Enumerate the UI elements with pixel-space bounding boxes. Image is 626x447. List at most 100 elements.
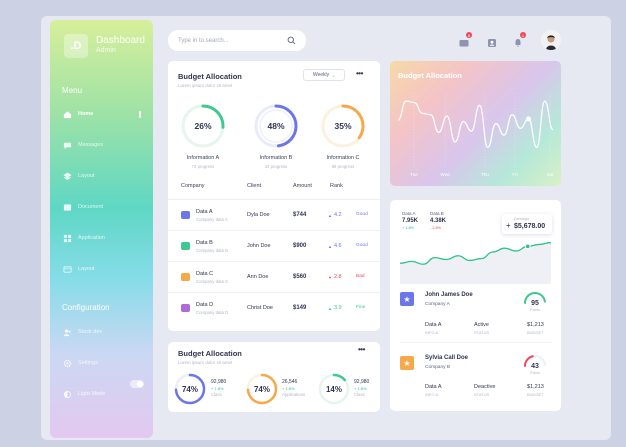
- user-card-icon[interactable]: [487, 35, 497, 47]
- mini-donut-chart: [174, 373, 206, 405]
- card-subtitle: Lorem ipsum dolor sit amet: [178, 83, 233, 88]
- sidebar-item-label: Application: [78, 235, 105, 241]
- person-amount: $1,213: [527, 384, 544, 390]
- plus-icon: +: [506, 221, 511, 230]
- chart-line: [397, 100, 554, 149]
- rank-value: 4.2: [333, 212, 342, 218]
- mini-donut-chart: [246, 373, 278, 405]
- sidebar-item-settings[interactable]: Settings: [50, 355, 153, 371]
- person-status-caption: STATUS: [474, 392, 490, 397]
- search-icon[interactable]: [287, 32, 296, 50]
- search-bar[interactable]: Type in to search...: [168, 30, 306, 51]
- person-name[interactable]: Sylvia Call Doe: [425, 355, 469, 361]
- chevron-down-icon: ⌵: [332, 72, 336, 78]
- gauge-value: 43: [531, 363, 539, 370]
- sidebar-item-label: Messages: [78, 142, 104, 148]
- mail-icon[interactable]: 8: [459, 32, 472, 47]
- company-sub: Company data D: [196, 310, 229, 315]
- more-icon[interactable]: •••: [356, 69, 363, 78]
- mini-stats-1: 92,980 + 1.8% Class: [211, 379, 226, 399]
- sidebar-item-home[interactable]: Home: [50, 106, 153, 122]
- company-icon: [181, 273, 190, 281]
- rank: ▲ 3.9: [328, 305, 342, 311]
- mail-badge: 8: [466, 32, 472, 38]
- col-header-client: Client: [247, 183, 262, 189]
- points-gauge: 95 Points: [522, 290, 548, 316]
- mini-number: 92,980: [211, 379, 227, 385]
- sidebar-item-document[interactable]: Document: [50, 199, 153, 215]
- company-name: Data A: [196, 209, 213, 215]
- people-icon: [62, 327, 72, 337]
- active-indicator: [139, 110, 141, 118]
- sidebar-item-stock[interactable]: Stock dev: [50, 324, 153, 340]
- rank-value: 4.6: [333, 243, 342, 249]
- bell-icon[interactable]: 1: [513, 32, 526, 47]
- rank-value: 3.9: [333, 305, 342, 311]
- col-header-amount: Amount: [293, 183, 312, 189]
- person-status: Active: [474, 322, 489, 328]
- client-name: John Doe: [247, 243, 271, 249]
- day-label: Thu: [481, 172, 489, 177]
- amount: $900: [293, 243, 307, 249]
- light-mode-toggle[interactable]: [130, 380, 144, 388]
- gauge-label: Points: [530, 308, 540, 312]
- card-subtitle: Lorem ipsum dolor sit amet: [178, 360, 233, 365]
- sidebar-item-application[interactable]: Application: [50, 230, 153, 246]
- rank-arrow-icon: ▲: [328, 305, 332, 311]
- person-company: Company A: [425, 302, 450, 307]
- table-row[interactable]: Data A Company data A Dyla Doe $744 ▲ 4.2…: [168, 199, 380, 230]
- sidebar-item-layout[interactable]: Layout: [50, 168, 153, 184]
- mini-donut-arc: [246, 373, 278, 405]
- info-label-c: Information C: [326, 155, 360, 161]
- points-gauge: 43 Points: [522, 353, 548, 379]
- avatar[interactable]: [541, 30, 561, 50]
- table-row[interactable]: Data B Company data B John Doe $900 ▲ 4.6…: [168, 230, 380, 261]
- person-data-caption: INFO A: [425, 330, 439, 335]
- chart-marker[interactable]: [526, 116, 532, 122]
- donut-arc-a: [181, 104, 225, 148]
- chart-area: [400, 242, 551, 284]
- earnings-tooltip: + Earnings $5,678.00: [502, 214, 552, 234]
- stat-b-label: Data B: [430, 211, 444, 216]
- donut-arc-c: [321, 104, 365, 148]
- sidebar-item-messages[interactable]: Messages: [50, 137, 153, 153]
- budget-card: Budget Allocation Lorem ipsum dolor sit …: [168, 61, 380, 331]
- list-layout-icon: [62, 264, 72, 274]
- search-input[interactable]: Type in to search...: [178, 37, 229, 44]
- info-sub-b: 34 progress: [264, 164, 288, 169]
- table-row[interactable]: Data C Company data C Ann Doe $560 ▼ 2.8 …: [168, 261, 380, 292]
- earnings-line-chart: [399, 241, 552, 284]
- rank: ▲ 4.2: [328, 212, 342, 218]
- sidebar-item-layout-2[interactable]: Layout: [50, 261, 153, 277]
- client-name: Christ Doe: [247, 305, 273, 311]
- company-name: Data C: [196, 271, 214, 277]
- stats-card: Data A 7.95K + 1.8% Data B 4.38K - 2.8% …: [390, 200, 561, 411]
- person-name[interactable]: John James Doe: [425, 292, 473, 298]
- info-donut-a: 26%: [180, 103, 226, 149]
- divider: [400, 342, 552, 343]
- period-dropdown[interactable]: Weekly ⌵: [303, 69, 345, 81]
- rank: ▲ 4.6: [328, 243, 342, 249]
- company-sub: Company data C: [196, 279, 229, 284]
- gradient-chart-card: Budget Allocation Tue Wed Thu Fri Sat: [390, 61, 561, 186]
- line-chart: [397, 93, 554, 167]
- day-label: Sat: [546, 172, 554, 177]
- theme-icon: [62, 389, 72, 399]
- person-amount-caption: BUDGET: [527, 330, 544, 335]
- sidebar-item-label: Layout: [78, 266, 95, 272]
- mini-donut-3: 14%: [317, 372, 351, 406]
- more-icon[interactable]: •••: [358, 345, 365, 354]
- gear-icon: [62, 358, 72, 368]
- mini-growth: + 1.8%: [211, 385, 224, 391]
- chart-marker[interactable]: [524, 243, 531, 250]
- mini-number: 26,546: [282, 379, 298, 385]
- table-row[interactable]: Data D Company data D Christ Doe $149 ▲ 3…: [168, 292, 380, 323]
- rank-label: Fine: [356, 305, 366, 310]
- rank-arrow-icon: ▼: [328, 274, 332, 280]
- company-sub: Company data A: [196, 217, 228, 222]
- client-name: Ann Doe: [247, 274, 269, 280]
- day-label: Tue: [410, 172, 418, 177]
- mini-donut-1: 74%: [173, 372, 207, 406]
- sidebar-item-label: Document: [78, 204, 104, 210]
- donut-chart-c: [321, 104, 365, 148]
